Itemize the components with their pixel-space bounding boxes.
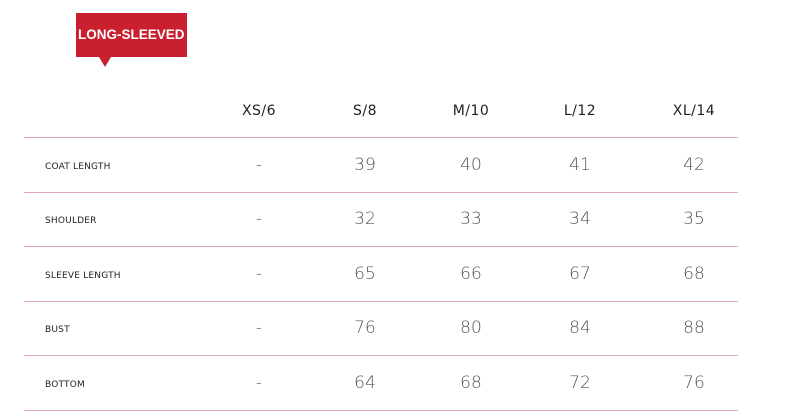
measurement-cell: 68	[683, 263, 705, 284]
measurement-cell: 66	[460, 263, 482, 284]
measurement-cell: 41	[569, 154, 591, 175]
measurement-cell: 42	[683, 154, 705, 175]
column-header: XL/14	[672, 102, 716, 119]
measurement-cell: -	[255, 372, 263, 393]
table-row: BOTTOM - 64 68 72 76	[24, 356, 738, 411]
table-row: SHOULDER - 32 33 34 35	[24, 193, 738, 247]
row-label: BOTTOM	[45, 379, 85, 390]
measurement-cell: 64	[354, 372, 376, 393]
measurement-cell: 34	[569, 209, 591, 230]
measurement-cell: 72	[569, 372, 591, 393]
measurement-cell: 40	[460, 154, 482, 175]
measurement-cell: -	[255, 263, 263, 284]
row-label: BUST	[45, 325, 70, 336]
column-header: XS/6	[241, 102, 277, 119]
measurement-cell: 84	[569, 318, 591, 339]
measurement-cell: 88	[683, 318, 705, 339]
size-chart-table: XS/6 S/8 M/10 L/12 XL/14 COAT LENGTH - 39 40 41 4…	[24, 84, 738, 411]
measurement-cell: 32	[354, 209, 376, 230]
measurement-cell: 67	[569, 263, 591, 284]
measurement-cell: -	[255, 209, 263, 230]
measurement-cell: 35	[683, 209, 705, 230]
badge-label: LONG-SLEEVED	[78, 27, 185, 42]
row-label: SLEEVE LENGTH	[45, 270, 121, 281]
measurement-cell: 76	[354, 318, 376, 339]
table-header-row: XS/6 S/8 M/10 L/12 XL/14	[24, 84, 738, 138]
table-row: COAT LENGTH - 39 40 41 42	[24, 138, 738, 193]
column-header: L/12	[563, 102, 597, 119]
measurement-cell: 80	[460, 318, 482, 339]
row-label: SHOULDER	[45, 216, 97, 227]
table-row: SLEEVE LENGTH - 65 66 67 68	[24, 247, 738, 302]
measurement-cell: 33	[460, 209, 482, 230]
measurement-cell: -	[255, 318, 263, 339]
column-header: S/8	[352, 102, 377, 119]
category-badge: LONG-SLEEVED	[76, 13, 187, 57]
measurement-cell: 76	[683, 372, 705, 393]
measurement-cell: 39	[354, 154, 376, 175]
measurement-cell: -	[255, 154, 263, 175]
measurement-cell: 65	[354, 263, 376, 284]
table-row: BUST - 76 80 84 88	[24, 302, 738, 356]
measurement-cell: 68	[460, 372, 482, 393]
column-header: M/10	[452, 102, 490, 119]
badge-pointer	[99, 57, 111, 67]
row-label: COAT LENGTH	[45, 161, 111, 172]
